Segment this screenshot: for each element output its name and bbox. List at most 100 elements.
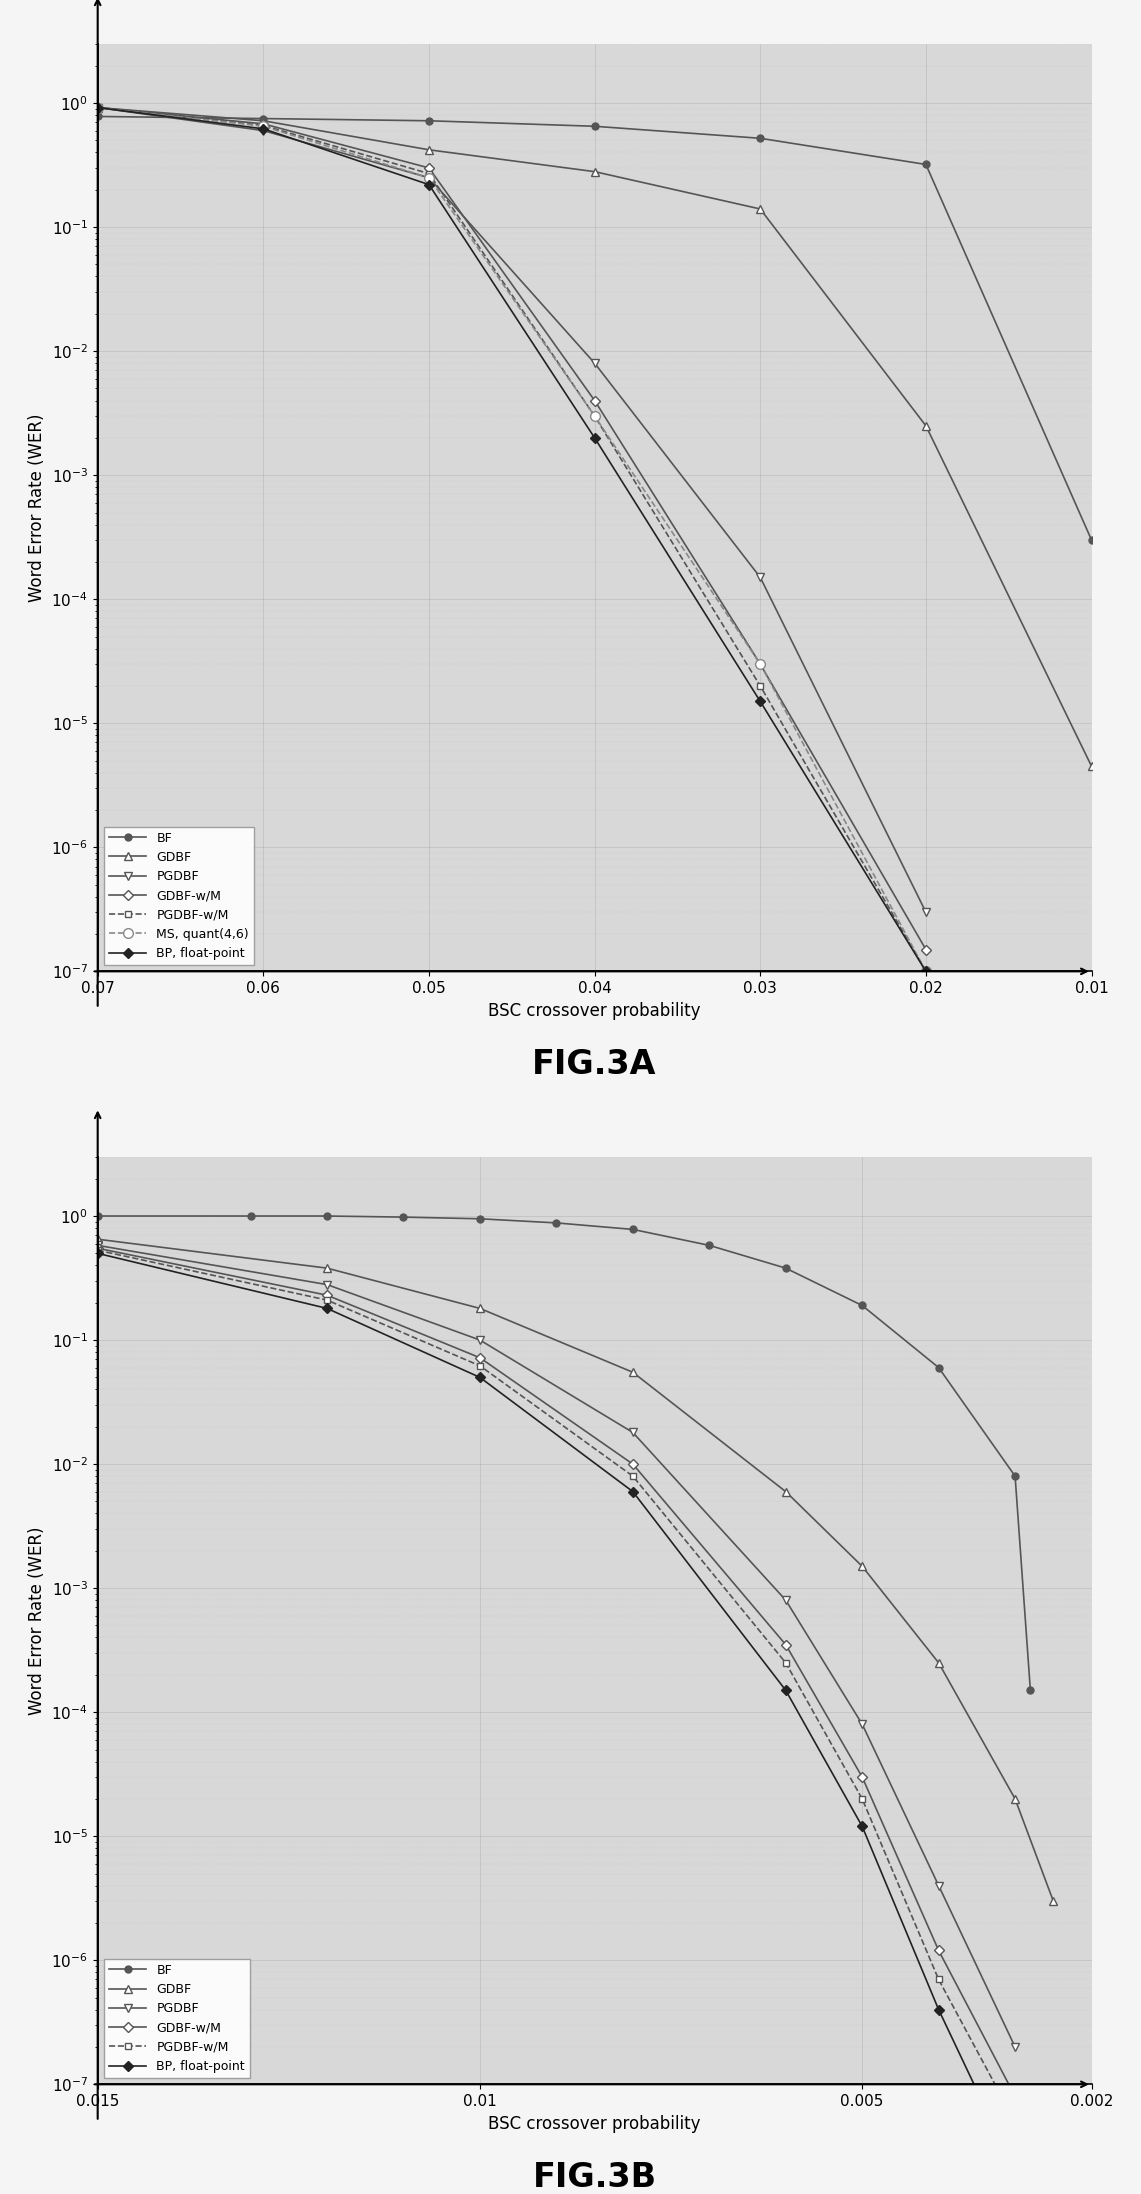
GDBF-w/M [588, 388, 601, 415]
PGDBF-w/M [753, 674, 767, 700]
BP, float-point [257, 116, 270, 143]
BP, float-point [919, 959, 932, 985]
PGDBF [474, 1327, 487, 1354]
GDBF-w/M [321, 1281, 334, 1308]
PGDBF [932, 1871, 946, 1898]
Line: BF: BF [95, 1213, 1034, 1694]
BF [1085, 527, 1099, 553]
GDBF-w/M [753, 652, 767, 678]
BP, float-point [91, 1240, 105, 1266]
GDBF-w/M [257, 110, 270, 136]
X-axis label: BSC crossover probability: BSC crossover probability [488, 2115, 701, 2133]
PGDBF [919, 900, 932, 926]
MS, quant(4,6) [588, 404, 601, 430]
BP, float-point [779, 1676, 793, 1703]
GDBF [626, 1358, 640, 1384]
PGDBF-w/M [321, 1288, 334, 1314]
PGDBF-w/M [626, 1463, 640, 1490]
BP, float-point [753, 689, 767, 715]
GDBF-w/M [91, 94, 105, 121]
GDBF [856, 1553, 869, 1580]
GDBF [588, 158, 601, 184]
Legend: BF, GDBF, PGDBF, GDBF-w/M, PGDBF-w/M, BP, float-point: BF, GDBF, PGDBF, GDBF-w/M, PGDBF-w/M, BP… [104, 1959, 250, 2078]
GDBF-w/M [91, 1235, 105, 1262]
BF [1009, 1463, 1022, 1490]
Text: FIG.3A: FIG.3A [533, 1047, 657, 1082]
X-axis label: BSC crossover probability: BSC crossover probability [488, 1003, 701, 1020]
BF [1023, 1676, 1037, 1703]
PGDBF-w/M [588, 404, 601, 430]
GDBF [779, 1479, 793, 1505]
PGDBF-w/M [474, 1354, 487, 1380]
BF [91, 103, 105, 129]
GDBF [1046, 1887, 1060, 1913]
PGDBF [779, 1586, 793, 1613]
PGDBF [257, 118, 270, 145]
Line: MS, quant(4,6): MS, quant(4,6) [92, 103, 931, 976]
PGDBF [588, 351, 601, 377]
PGDBF-w/M [91, 1237, 105, 1264]
Line: PGDBF: PGDBF [94, 1242, 1019, 2051]
MS, quant(4,6) [753, 652, 767, 678]
BP, float-point [588, 426, 601, 452]
Line: GDBF: GDBF [94, 103, 1095, 770]
PGDBF [91, 94, 105, 121]
Line: BP, float-point: BP, float-point [95, 1251, 1019, 2174]
Line: BP, float-point: BP, float-point [95, 103, 930, 974]
PGDBF-w/M [91, 94, 105, 121]
BF [397, 1205, 411, 1231]
BF [932, 1354, 946, 1380]
Line: PGDBF: PGDBF [94, 103, 930, 917]
GDBF-w/M [932, 1937, 946, 1964]
PGDBF-w/M [779, 1650, 793, 1676]
BP, float-point [422, 171, 436, 197]
GDBF [1009, 1786, 1022, 1812]
PGDBF [856, 1711, 869, 1738]
PGDBF-w/M [932, 1966, 946, 1992]
PGDBF [1009, 2034, 1022, 2060]
MS, quant(4,6) [422, 165, 436, 191]
BF [753, 125, 767, 151]
MS, quant(4,6) [91, 94, 105, 121]
BF [588, 114, 601, 140]
PGDBF [91, 1233, 105, 1259]
Line: PGDBF-w/M: PGDBF-w/M [95, 103, 930, 974]
BP, float-point [626, 1479, 640, 1505]
PGDBF-w/M [1009, 2108, 1022, 2135]
BF [321, 1202, 334, 1229]
PGDBF-w/M [257, 112, 270, 138]
GDBF-w/M [1009, 2082, 1022, 2108]
BP, float-point [321, 1294, 334, 1321]
BF [474, 1207, 487, 1233]
GDBF [753, 195, 767, 222]
BF [422, 108, 436, 134]
PGDBF [753, 564, 767, 590]
BP, float-point [856, 1812, 869, 1839]
GDBF-w/M [856, 1764, 869, 1790]
GDBF [932, 1650, 946, 1676]
PGDBF-w/M [422, 160, 436, 186]
PGDBF [626, 1420, 640, 1446]
GDBF-w/M [779, 1632, 793, 1659]
GDBF-w/M [919, 937, 932, 963]
BF [91, 1202, 105, 1229]
BF [257, 105, 270, 132]
PGDBF-w/M [856, 1786, 869, 1812]
BF [703, 1233, 717, 1259]
Line: GDBF-w/M: GDBF-w/M [95, 103, 930, 952]
GDBF-w/M [474, 1345, 487, 1371]
GDBF [257, 108, 270, 134]
MS, quant(4,6) [919, 959, 932, 985]
Line: PGDBF-w/M: PGDBF-w/M [95, 1246, 1019, 2126]
BP, float-point [932, 1997, 946, 2023]
BF [856, 1292, 869, 1319]
Line: GDBF: GDBF [94, 1235, 1058, 1904]
Legend: BF, GDBF, PGDBF, GDBF-w/M, PGDBF-w/M, MS, quant(4,6), BP, float-point: BF, GDBF, PGDBF, GDBF-w/M, PGDBF-w/M, MS… [104, 827, 254, 965]
BP, float-point [91, 94, 105, 121]
PGDBF-w/M [919, 959, 932, 985]
Y-axis label: Word Error Rate (WER): Word Error Rate (WER) [27, 1527, 46, 1716]
BF [779, 1255, 793, 1281]
GDBF [321, 1255, 334, 1281]
BF [244, 1202, 258, 1229]
Line: BF: BF [95, 112, 1095, 544]
